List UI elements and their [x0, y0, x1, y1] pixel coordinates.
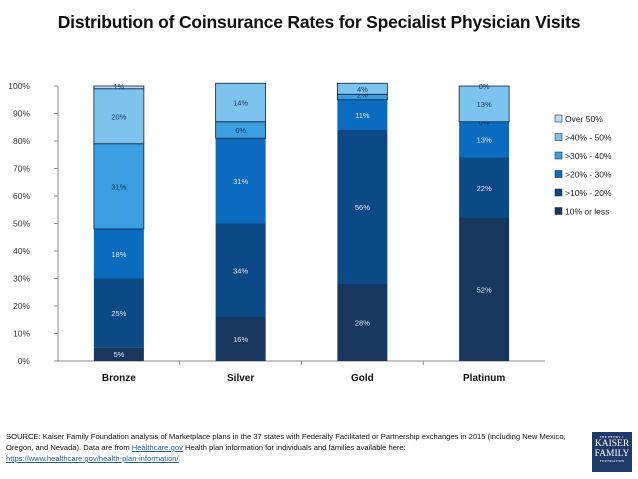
data-label: 56% — [355, 203, 370, 212]
data-label: 16% — [233, 335, 248, 344]
bar-segment — [93, 229, 144, 279]
bar-segment — [459, 218, 510, 361]
source-text: SOURCE: Kaiser Family Foundation analysi… — [6, 432, 566, 452]
legend: Over 50% >40% - 50% >30% - 40% >20% - 30% >1… — [554, 114, 612, 217]
data-label: 11% — [355, 111, 370, 120]
y-tick-label: 60% — [13, 191, 30, 201]
category-label: Silver — [227, 373, 254, 384]
y-tick-label: 100% — [8, 81, 30, 91]
data-label: 13% — [477, 136, 492, 145]
data-label: 0% — [479, 118, 490, 127]
legend-label: >40% - 50% — [565, 133, 612, 143]
bar-segment — [93, 143, 145, 230]
logo-line-1: THE HENRY J. — [599, 435, 625, 439]
data-label: 25% — [111, 309, 126, 318]
bar-segment — [459, 157, 510, 218]
data-label: 34% — [233, 266, 248, 275]
bar-gold: 28% 56% 11% 2%4% — [336, 82, 388, 361]
bar-segment — [93, 347, 144, 361]
bars: 5%25%18%31%20%1%16%34%31%6%14%28%56%11%2… — [93, 82, 510, 361]
y-tick-label: 0% — [18, 356, 31, 366]
bar-segment — [215, 223, 266, 317]
data-label: 31% — [111, 182, 126, 191]
data-label: 1% — [113, 82, 124, 91]
legend-item: >10% - 20% — [554, 188, 612, 198]
data-label: 5% — [113, 350, 124, 359]
legend-item: >40% - 50% — [554, 133, 612, 143]
legend-swatch — [554, 170, 563, 178]
category-label: Platinum — [463, 373, 505, 384]
logo-line-4: FOUNDATION — [599, 459, 625, 463]
legend-label: >20% - 30% — [565, 170, 612, 180]
source-text-cont: Health plan information for individuals … — [182, 443, 406, 452]
legend-item: >20% - 30% — [554, 170, 612, 180]
legend-swatch — [554, 207, 563, 215]
kff-logo: THE HENRY J. KAISER FAMILY FOUNDATION — [592, 432, 632, 472]
legend-swatch — [554, 188, 563, 197]
logo-line-3: FAMILY — [594, 449, 630, 459]
bar-platinum: 52% 22% 13% 0% 13% 0% — [458, 82, 510, 361]
bar-segment — [459, 121, 510, 158]
y-tick-label: 40% — [13, 246, 30, 256]
y-tick-label: 30% — [13, 274, 30, 284]
data-label: 18% — [111, 250, 126, 259]
legend-swatch — [554, 133, 563, 141]
category-label: Gold — [351, 373, 374, 384]
legend-label: >30% - 40% — [565, 151, 612, 161]
bar-segment — [337, 284, 388, 361]
data-label: 31% — [233, 177, 248, 186]
logo-line-2: KAISER — [594, 439, 630, 449]
stacked-bar-chart: 0% 10% 20% 30% 40% 50% 60% 70% 80% 90% 100% Bronze S… — [8, 81, 612, 384]
legend-swatch — [554, 114, 563, 123]
bar-segment — [215, 82, 267, 123]
healthcare-gov-link[interactable]: Healthcare.gov — [131, 443, 183, 452]
data-label: 4% — [357, 85, 368, 94]
bar-segment — [93, 88, 145, 145]
data-label: 22% — [477, 184, 492, 193]
bar-segment — [215, 138, 266, 224]
bar-silver: 16% 34% 31% 6% 14% — [215, 82, 267, 361]
chart-title: Distribution of Coinsurance Rates for Sp… — [57, 12, 581, 32]
category-label: Bronze — [102, 373, 136, 384]
bar-segment — [93, 85, 145, 90]
bar-segment — [337, 130, 388, 284]
legend-item: 10% or less — [554, 207, 609, 217]
data-label: 20% — [111, 112, 126, 121]
y-tick-label: 80% — [13, 136, 30, 146]
data-label: 0% — [479, 82, 490, 91]
data-label: 6% — [235, 126, 246, 135]
data-label: 52% — [477, 286, 492, 295]
legend-label: Over 50% — [565, 114, 603, 124]
legend-item: Over 50% — [554, 114, 603, 124]
legend-label: 10% or less — [565, 207, 609, 217]
legend-item: >30% - 40% — [554, 151, 612, 161]
data-label: 13% — [477, 100, 492, 109]
bar-segment — [336, 82, 388, 95]
bar-segment — [93, 278, 144, 348]
legend-swatch — [554, 151, 563, 160]
y-tick-label: 10% — [13, 329, 30, 339]
y-tick-label: 20% — [13, 301, 30, 311]
bar-segment — [337, 99, 388, 130]
data-label: 28% — [355, 319, 370, 328]
health-plan-info-link[interactable]: https://www.healthcare.gov/health-plan-i… — [6, 454, 179, 463]
bar-bronze: 5% 25% 18% 31% 20% 1% — [93, 82, 145, 361]
axes: 0% 10% 20% 30% 40% 50% 60% 70% 80% 90% 100% Bronze S… — [8, 81, 545, 384]
bar-segment — [215, 317, 266, 361]
y-tick-label: 90% — [13, 109, 30, 119]
bar-segment — [458, 85, 510, 123]
data-label: 2% — [357, 90, 368, 99]
legend-label: >10% - 20% — [565, 188, 612, 198]
source-note: SOURCE: Kaiser Family Foundation analysi… — [6, 431, 586, 464]
y-tick-label: 70% — [13, 164, 30, 174]
y-tick-label: 50% — [13, 219, 30, 229]
data-label: 14% — [233, 99, 248, 108]
